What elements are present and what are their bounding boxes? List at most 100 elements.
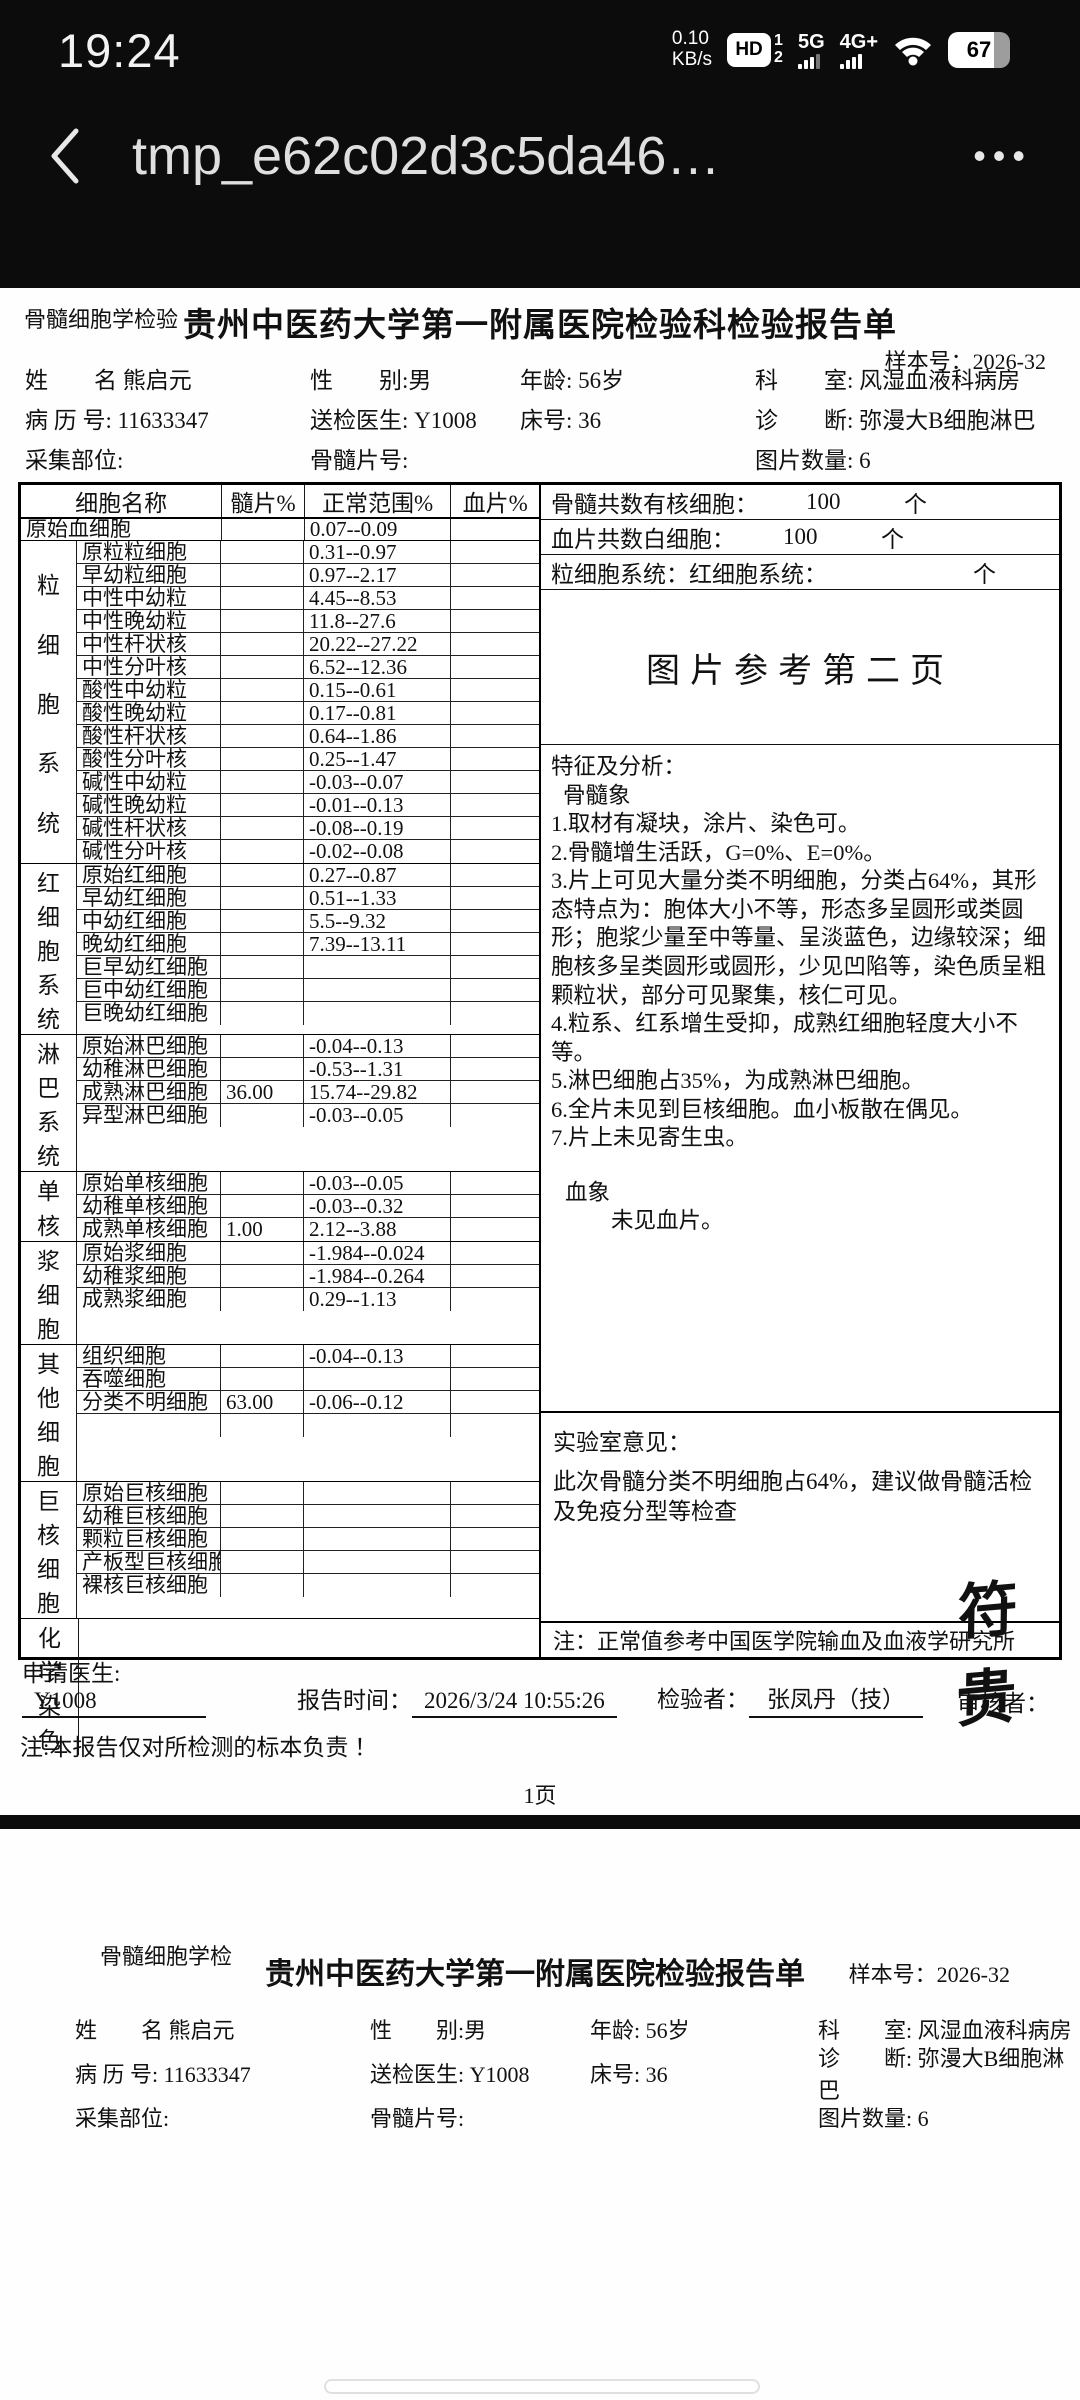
- table-cell: 巨中幼红细胞: [77, 979, 221, 1001]
- table-cell: -0.03--0.07: [304, 771, 451, 793]
- group-label: 巨核细胞: [21, 1482, 77, 1618]
- group-label: 浆细胞: [21, 1242, 77, 1344]
- table-cell: [304, 1551, 451, 1573]
- page-number: 1页: [523, 1783, 557, 1808]
- table-cell: 原始单核细胞: [77, 1172, 221, 1194]
- table-cell: [221, 702, 304, 724]
- table-cell: 中幼红细胞: [77, 910, 221, 932]
- wifi-icon: [895, 37, 931, 66]
- table-row: 产板型巨核细胞: [77, 1551, 539, 1574]
- table-cell: 原始浆细胞: [77, 1242, 221, 1264]
- table-cell: 6.52--12.36: [304, 656, 451, 678]
- table-row: 酸性分叶核 0.25--1.47: [77, 748, 539, 771]
- table-cell: -0.03--0.32: [304, 1195, 451, 1217]
- table-cell: [221, 679, 304, 701]
- table-group: 单核原始单核细胞 -0.03--0.05 幼稚单核细胞 -0.03--0.32 成熟单核…: [21, 1171, 539, 1241]
- info-field: 姓 名 熊启元: [75, 2018, 235, 2043]
- table-row: 成熟淋巴细胞 36.00 15.74--29.82: [77, 1081, 539, 1104]
- report-time-label: 报告时间：: [297, 1688, 412, 1713]
- table-cell: [451, 1104, 539, 1127]
- table-cell: [221, 771, 304, 793]
- info-field: 图片数量: 6: [818, 2106, 929, 2131]
- table-cell: 63.00: [221, 1391, 304, 1413]
- table-row: 颗粒巨核细胞: [77, 1528, 539, 1551]
- hospital-title-2: 贵州中医药大学第一附属医院检验报告单: [265, 1958, 805, 1991]
- table-cell: 0.25--1.47: [304, 748, 451, 770]
- table-cell: 酸性晚幼粒: [77, 702, 221, 724]
- table-cell: 早幼粒细胞: [77, 564, 221, 586]
- table-cell: 组织细胞: [77, 1345, 221, 1367]
- table-cell: [304, 979, 451, 1001]
- table-row: 早幼粒细胞 0.97--2.17: [77, 564, 539, 587]
- table-cell: [451, 1035, 539, 1057]
- table-cell: 0.27--0.87: [304, 864, 451, 886]
- info-field: 科 室: 风湿血液科病房: [755, 368, 1021, 393]
- analysis-title: 特征及分析：: [551, 754, 687, 779]
- table-cell: [451, 519, 539, 540]
- doc-type-label: 骨髓细胞学检验: [24, 307, 179, 332]
- table-cell: [451, 887, 539, 909]
- table-cell: [304, 956, 451, 978]
- table-cell: [451, 1391, 539, 1413]
- table-cell: [221, 933, 304, 955]
- table-cell: [221, 1035, 304, 1057]
- analysis-line: 6.全片未见到巨核细胞。血小板散在偶见。: [551, 1096, 973, 1122]
- table-cell: [221, 1505, 304, 1527]
- group-label: 粒细胞系统: [21, 541, 77, 863]
- table-row: 异型淋巴细胞 -0.03--0.05: [77, 1104, 539, 1127]
- table-cell: 原始血细胞: [21, 519, 223, 540]
- table-cell: 4.45--8.53: [304, 587, 451, 609]
- table-cell: [451, 1505, 539, 1527]
- table-row: 晚幼红细胞 7.39--13.11: [77, 933, 539, 956]
- table-row: [77, 1414, 539, 1437]
- table-cell: 中性中幼粒: [77, 587, 221, 609]
- overflow-menu-button[interactable]: •••: [973, 135, 1032, 176]
- report-time-value: 2026/3/24 10:55:26: [412, 1688, 617, 1718]
- doc-type-label-2: 骨髓细胞学检: [100, 1944, 233, 1969]
- table-cell: [221, 840, 304, 863]
- table-cell: [221, 748, 304, 770]
- table-cell: 成熟浆细胞: [77, 1288, 221, 1311]
- sample-number-2: 样本号：2026-32: [848, 1962, 1010, 1987]
- table-cell: [221, 864, 304, 886]
- table-group: 粒细胞系统原粒粒细胞 0.31--0.97 早幼粒细胞 0.97--2.17 中性中幼粒…: [21, 540, 539, 863]
- table-cell: [221, 1414, 304, 1437]
- table-cell: [221, 656, 304, 678]
- gesture-handle[interactable]: [324, 2379, 760, 2394]
- lab-opinion-title: 实验室意见：: [553, 1430, 691, 1455]
- table-cell: [451, 1414, 539, 1437]
- table-cell: [221, 1104, 304, 1127]
- lab-opinion-text: 此次骨髓分类不明细胞占64%，建议做骨髓活检及免疫分型等检查: [553, 1469, 1033, 1524]
- table-cell: 颗粒巨核细胞: [77, 1528, 221, 1550]
- table-cell: [221, 1242, 304, 1264]
- table-cell: [451, 587, 539, 609]
- table-cell: [451, 1482, 539, 1504]
- table-cell: 分类不明细胞: [77, 1391, 221, 1413]
- table-cell: 原始巨核细胞: [77, 1482, 221, 1504]
- table-cell: 幼稚浆细胞: [77, 1265, 221, 1287]
- table-cell: 0.64--1.86: [304, 725, 451, 747]
- table-cell: [451, 679, 539, 701]
- table-cell: [221, 1265, 304, 1287]
- table-cell: [451, 610, 539, 632]
- info-field: 骨髓片号:: [370, 2106, 465, 2131]
- reviewer-signature: 符贵: [955, 1575, 1015, 1735]
- table-cell: 0.51--1.33: [304, 887, 451, 909]
- table-row: 巨早幼红细胞: [77, 956, 539, 979]
- table-row: 幼稚淋巴细胞 -0.53--1.31: [77, 1058, 539, 1081]
- table-cell: [221, 587, 304, 609]
- hd-volte-icon: HD 1 2: [727, 32, 783, 67]
- table-cell: 酸性中幼粒: [77, 679, 221, 701]
- table-cell: -0.04--0.13: [304, 1035, 451, 1057]
- info-field: 送检医生: Y1008: [310, 408, 477, 433]
- reviewer-label: 审核者：: [957, 1691, 1049, 1716]
- table-row: 中性杆状核 20.22--27.22: [77, 633, 539, 656]
- table-cell: -0.02--0.08: [304, 840, 451, 863]
- info-field: 图片数量: 6: [755, 448, 871, 473]
- table-cell: [221, 1058, 304, 1080]
- back-button[interactable]: [48, 126, 104, 186]
- group-label: 单核: [21, 1172, 77, 1241]
- table-cell: 幼稚单核细胞: [77, 1195, 221, 1217]
- table-cell: [451, 702, 539, 724]
- table-cell: 裸核巨核细胞: [77, 1574, 221, 1597]
